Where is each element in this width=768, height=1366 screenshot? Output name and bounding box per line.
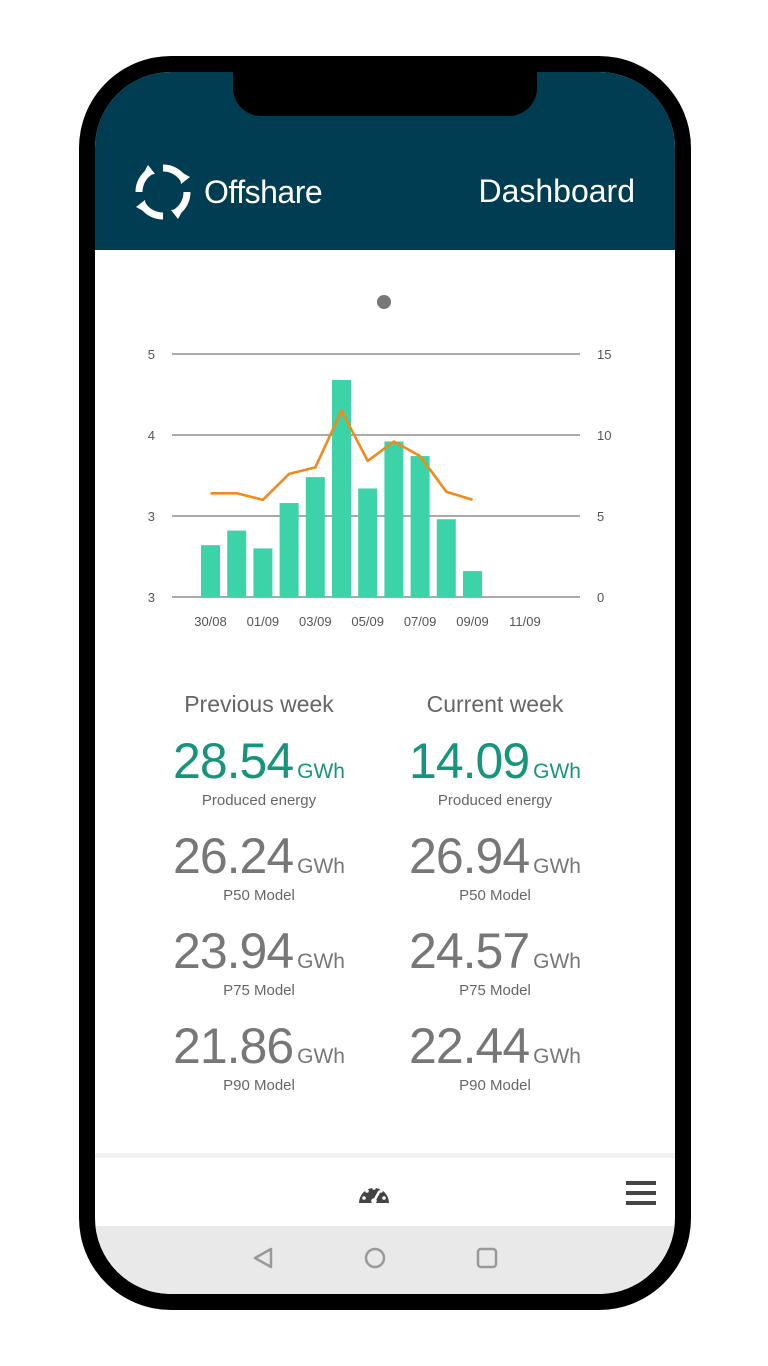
chart-bar <box>384 441 404 597</box>
x-tick-label: 03/09 <box>299 614 332 629</box>
stat-unit: GWh <box>297 950 345 973</box>
current-week-title: Current week <box>426 691 564 717</box>
hamburger-menu-icon[interactable] <box>626 1179 656 1207</box>
home-circle-icon[interactable] <box>363 1246 387 1270</box>
curr-p50-stat: 26.94 GWh P50 Model <box>377 827 613 911</box>
chart-bar <box>279 503 299 597</box>
stat-value: 22.44 <box>409 1018 530 1074</box>
curr-p90-stat: 22.44 GWh P90 Model <box>377 1017 613 1101</box>
brand[interactable]: Offshare <box>132 160 323 224</box>
stat-value: 23.94 <box>173 923 294 979</box>
dashboard-gauge-icon[interactable] <box>357 1179 391 1207</box>
stat-unit: GWh <box>297 855 345 878</box>
stat-unit: GWh <box>533 950 581 973</box>
x-tick-label: 01/09 <box>247 614 280 629</box>
stat-unit: GWh <box>297 1045 345 1068</box>
left-tick-label: 4 <box>148 428 155 443</box>
left-tick-label: 5 <box>148 347 155 362</box>
stat-value: 21.86 <box>173 1018 294 1074</box>
stat-label: P50 Model <box>459 887 531 904</box>
stat-value: 24.57 <box>409 923 530 979</box>
production-chart: 5 4 3 3 15 10 5 0 30/08 01/09 03/09 05/09 07/09 09/… <box>148 347 612 629</box>
left-axis: 5 4 3 3 <box>148 347 155 605</box>
stat-value: 14.09 <box>409 733 530 789</box>
line-series <box>210 409 473 502</box>
tabbar-divider <box>95 1153 675 1158</box>
stat-value: 26.94 <box>409 828 530 884</box>
x-axis: 30/08 01/09 03/09 05/09 07/09 09/09 11/09 <box>194 614 540 629</box>
stat-label: P90 Model <box>223 1077 295 1094</box>
offshare-logo-icon <box>135 164 191 220</box>
chart-bar <box>410 456 430 597</box>
chart-bar <box>227 530 247 597</box>
prev-produced-stat: 28.54 GWh Produced energy <box>141 732 377 816</box>
chart-bar <box>305 477 325 597</box>
prev-p90-stat: 21.86 GWh P90 Model <box>141 1017 377 1101</box>
page-indicator-dot[interactable] <box>377 295 391 309</box>
right-tick-label: 0 <box>597 590 604 605</box>
curr-p75-stat: 24.57 GWh P75 Model <box>377 922 613 1006</box>
page-title: Dashboard <box>478 173 635 209</box>
app-screen: Offshare Dashboard 5 4 3 3 15 10 5 0 30/08 01/0… <box>95 72 675 1294</box>
chart-bar <box>332 379 351 597</box>
curr-produced-stat: 14.09 GWh Produced energy <box>377 732 613 816</box>
stat-label: P75 Model <box>459 982 531 999</box>
system-nav-bar <box>95 1226 675 1294</box>
stat-label: P50 Model <box>223 887 295 904</box>
stat-label: Produced energy <box>437 792 553 809</box>
x-tick-label: 30/08 <box>194 614 227 629</box>
prev-p75-stat: 23.94 GWh P75 Model <box>141 922 377 1006</box>
current-week-column: Current week 14.09 GWh Produced energy 26… <box>377 687 613 1101</box>
app-name: Offshare <box>204 173 323 210</box>
camera-notch <box>233 72 537 116</box>
x-tick-label: 11/09 <box>509 614 541 629</box>
phone-frame: Offshare Dashboard 5 4 3 3 15 10 5 0 30/08 01/0… <box>79 56 691 1310</box>
right-tick-label: 5 <box>597 509 604 524</box>
right-axis: 15 10 5 0 <box>597 347 611 605</box>
bar-series <box>201 379 482 597</box>
right-tick-label: 15 <box>597 347 611 362</box>
x-tick-label: 09/09 <box>456 614 489 629</box>
stat-unit: GWh <box>297 760 345 783</box>
left-tick-label: 3 <box>148 590 155 605</box>
x-tick-label: 05/09 <box>351 614 384 629</box>
chart-bar <box>253 548 273 597</box>
previous-week-column: Previous week 28.54 GWh Produced energy 2… <box>141 687 377 1101</box>
prev-p50-stat: 26.24 GWh P50 Model <box>141 827 377 911</box>
stat-label: Produced energy <box>201 792 317 809</box>
app-header: Offshare Dashboard <box>95 72 675 250</box>
previous-week-title: Previous week <box>184 691 334 717</box>
chart-bar <box>358 488 378 597</box>
x-tick-label: 07/09 <box>404 614 437 629</box>
stat-unit: GWh <box>533 855 581 878</box>
back-triangle-icon[interactable] <box>251 1246 275 1270</box>
chart-line <box>210 409 473 502</box>
chart-bar <box>201 545 220 597</box>
stat-value: 26.24 <box>173 828 294 884</box>
chart-bar <box>463 571 482 597</box>
stat-unit: GWh <box>533 1045 581 1068</box>
recents-square-icon[interactable] <box>475 1246 499 1270</box>
stat-value: 28.54 <box>173 733 294 789</box>
chart-bar <box>436 519 456 597</box>
left-tick-label: 3 <box>148 509 155 524</box>
stat-unit: GWh <box>533 760 581 783</box>
stat-label: P90 Model <box>459 1077 531 1094</box>
stat-label: P75 Model <box>223 982 295 999</box>
right-tick-label: 10 <box>597 428 611 443</box>
